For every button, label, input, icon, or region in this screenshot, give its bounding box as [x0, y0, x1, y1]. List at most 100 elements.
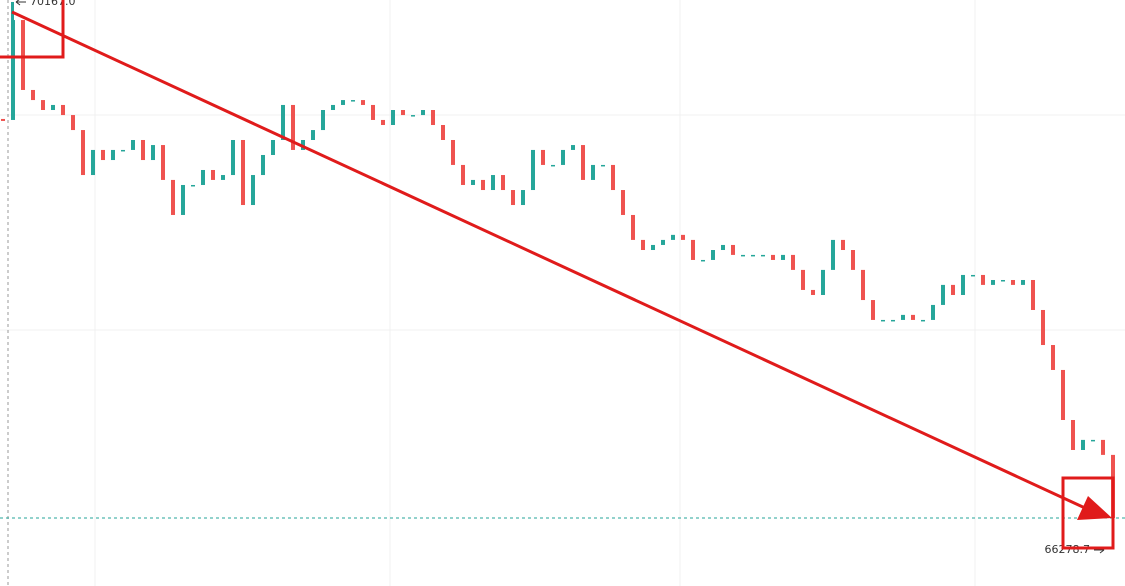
candle: [1021, 279, 1025, 285]
candle: [841, 239, 845, 251]
candle: [621, 190, 625, 215]
candle: [831, 239, 835, 270]
candle: [701, 259, 705, 262]
candle: [431, 110, 435, 126]
candle: [611, 164, 615, 191]
candle: [681, 234, 685, 240]
candle: [1101, 439, 1105, 455]
candle: [531, 149, 535, 191]
candle: [851, 250, 855, 270]
candle: [911, 314, 915, 320]
candle: [1091, 439, 1095, 442]
candle: [61, 104, 65, 116]
candle: [141, 139, 145, 161]
candle: [1081, 439, 1085, 450]
candle: [51, 104, 55, 111]
candle: [971, 274, 975, 277]
candle: [481, 179, 485, 191]
candle: [631, 214, 635, 240]
candle: [801, 269, 805, 290]
left-arrow-icon: [15, 0, 26, 6]
candle: [1041, 309, 1045, 346]
candle: [661, 239, 665, 245]
candle: [1071, 419, 1075, 450]
candle: [341, 100, 345, 105]
candle: [361, 100, 365, 105]
candle: [171, 179, 175, 215]
candle: [521, 190, 525, 206]
candle: [541, 149, 545, 165]
candle: [791, 254, 795, 270]
candle: [351, 100, 355, 102]
candle: [731, 244, 735, 255]
candle: [291, 104, 295, 150]
candle: [991, 279, 995, 285]
candle: [901, 314, 905, 320]
candle: [961, 274, 965, 295]
candle: [271, 139, 275, 155]
candle: [381, 119, 385, 126]
candle: [131, 139, 135, 150]
candle: [491, 175, 495, 191]
candle: [231, 139, 235, 176]
candle: [451, 139, 455, 165]
candle: [11, 20, 15, 120]
candle: [981, 274, 985, 285]
candle: [921, 319, 925, 322]
candle: [201, 169, 205, 185]
candle: [751, 254, 755, 257]
candle: [771, 254, 775, 260]
candle: [421, 110, 425, 116]
candle: [1031, 279, 1035, 310]
candle: [571, 145, 575, 150]
candle: [161, 145, 165, 180]
candle: [1051, 345, 1055, 370]
candle: [311, 130, 315, 140]
candle: [411, 115, 415, 117]
candle: [511, 190, 515, 206]
candle: [151, 145, 155, 161]
candle: [91, 149, 95, 176]
end-box: [1061, 476, 1115, 550]
candle: [41, 100, 45, 111]
candle: [21, 20, 25, 90]
candle: [711, 250, 715, 260]
candle: [221, 175, 225, 180]
candle: [1, 118, 5, 121]
candle: [721, 244, 725, 251]
candle: [211, 169, 215, 180]
candle: [191, 184, 195, 187]
candle: [501, 175, 505, 191]
candle: [461, 164, 465, 185]
arrow-head: [1077, 496, 1112, 520]
candle: [181, 184, 185, 215]
candle: [321, 110, 325, 131]
candle: [441, 125, 445, 140]
candle: [811, 289, 815, 295]
candle: [761, 254, 765, 257]
candle: [651, 244, 655, 251]
candle: [1001, 279, 1005, 282]
candle: [391, 110, 395, 126]
candle: [561, 149, 565, 165]
candle: [101, 149, 105, 161]
candle: [881, 319, 885, 322]
candle: [591, 164, 595, 180]
candle: [871, 300, 875, 320]
candle: [31, 89, 35, 101]
candle: [1011, 279, 1015, 285]
candle: [601, 164, 605, 167]
trend-arrow: [11, 10, 1086, 510]
candle: [331, 104, 335, 111]
annotation: [0, 0, 1115, 550]
candle: [861, 269, 865, 301]
candle: [581, 145, 585, 180]
candle: [821, 269, 825, 295]
candle: [401, 110, 405, 116]
candle: [741, 254, 745, 257]
candle: [251, 175, 255, 206]
candles: [1, 1, 1115, 518]
